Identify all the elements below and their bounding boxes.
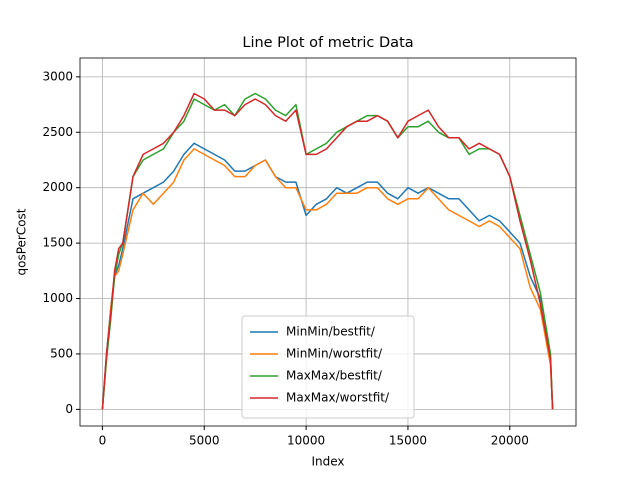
legend-label: MaxMax/bestfit/ xyxy=(286,369,383,383)
legend-label: MinMin/worstfit/ xyxy=(286,347,383,361)
data-line xyxy=(101,92,554,410)
data-line xyxy=(101,148,554,410)
legend-label: MaxMax/worstfit/ xyxy=(286,391,390,405)
y-tick-label: 0 xyxy=(65,402,73,416)
data-line xyxy=(101,142,554,410)
data-line xyxy=(101,92,554,410)
x-tick-label: 10000 xyxy=(287,434,325,448)
legend: MinMin/bestfit/MinMin/worstfit/MaxMax/be… xyxy=(241,315,415,419)
plot-frame xyxy=(79,57,577,427)
y-tick-label: 3000 xyxy=(42,69,73,83)
x-tick-label: 5000 xyxy=(189,434,220,448)
legend-label: MinMin/bestfit/ xyxy=(286,325,376,339)
y-tick-label: 2000 xyxy=(42,180,73,194)
legend-box xyxy=(241,315,415,419)
x-tick-label: 15000 xyxy=(389,434,427,448)
y-tick-label: 2500 xyxy=(42,125,73,139)
chart-title: Line Plot of metric Data xyxy=(242,35,413,51)
x-tick-label: 0 xyxy=(99,434,107,448)
x-axis-label: Index xyxy=(311,455,344,469)
y-tick-label: 500 xyxy=(50,346,73,360)
y-axis-label: qosPerCost xyxy=(15,208,29,275)
y-tick-label: 1500 xyxy=(42,236,73,250)
y-tick-label: 1000 xyxy=(42,291,73,305)
x-tick-label: 20000 xyxy=(491,434,529,448)
